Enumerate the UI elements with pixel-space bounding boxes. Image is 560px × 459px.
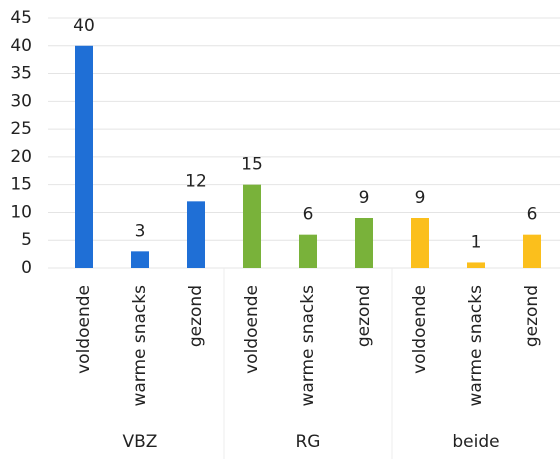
bar: [75, 45, 93, 269]
group-label: VBZ: [123, 432, 158, 452]
data-label: 6: [303, 205, 314, 225]
bar: [411, 218, 429, 268]
bar: [299, 234, 317, 268]
x-tick-label: voldoende: [74, 285, 94, 374]
data-label: 40: [73, 16, 95, 36]
bar: [523, 234, 541, 268]
bar: [355, 218, 373, 268]
x-tick-label: voldoende: [242, 285, 262, 374]
data-label: 9: [359, 188, 370, 208]
data-label: 3: [135, 221, 146, 241]
y-tick-label: 30: [10, 91, 32, 111]
y-tick-label: 40: [10, 36, 32, 56]
bar: [467, 262, 485, 268]
y-tick-label: 35: [10, 64, 32, 84]
y-tick-label: 10: [10, 202, 32, 222]
y-tick-label: 15: [10, 175, 32, 195]
x-tick-label: gezond: [186, 285, 206, 347]
data-label: 6: [527, 205, 538, 225]
y-tick-label: 45: [10, 8, 32, 28]
x-tick-label: voldoende: [410, 285, 430, 374]
x-tick-label: warme snacks: [298, 285, 318, 407]
x-tick-label: gezond: [354, 285, 374, 347]
data-label: 15: [241, 155, 263, 175]
x-tick-label: gezond: [522, 285, 542, 347]
data-label: 12: [185, 171, 207, 191]
y-tick-label: 0: [21, 258, 32, 278]
data-label: 9: [415, 188, 426, 208]
x-tick-label: warme snacks: [130, 285, 150, 407]
group-label: beide: [452, 432, 499, 452]
data-label: 1: [471, 232, 482, 252]
y-tick-label: 25: [10, 119, 32, 139]
x-tick-label: warme snacks: [466, 285, 486, 407]
y-tick-label: 20: [10, 147, 32, 167]
bar: [187, 201, 205, 268]
group-label: RG: [296, 432, 321, 452]
y-tick-label: 5: [21, 230, 32, 250]
bar: [243, 184, 261, 268]
bar: [131, 251, 149, 268]
